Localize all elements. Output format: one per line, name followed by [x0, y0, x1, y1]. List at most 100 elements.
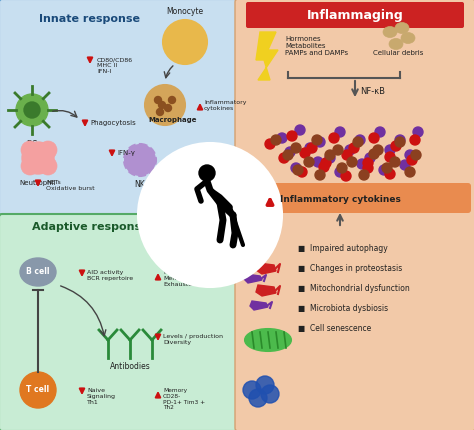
Text: Antibodies: Antibodies — [109, 362, 150, 371]
Circle shape — [138, 143, 282, 287]
Circle shape — [158, 101, 165, 108]
Circle shape — [353, 137, 363, 147]
Circle shape — [385, 169, 395, 179]
FancyBboxPatch shape — [0, 0, 239, 218]
Text: T cell: T cell — [27, 386, 50, 394]
Circle shape — [163, 20, 207, 64]
Ellipse shape — [245, 329, 291, 351]
Circle shape — [164, 104, 172, 111]
Circle shape — [325, 150, 335, 160]
Circle shape — [313, 157, 323, 167]
Circle shape — [369, 133, 379, 143]
Circle shape — [319, 162, 329, 172]
Circle shape — [305, 143, 315, 153]
Circle shape — [295, 125, 305, 135]
Circle shape — [265, 139, 275, 149]
Text: Levels / production
Diversity: Levels / production Diversity — [163, 334, 223, 345]
Circle shape — [283, 150, 293, 160]
Text: CD80/CD86
MHC II
IFN-I: CD80/CD86 MHC II IFN-I — [97, 57, 133, 74]
Circle shape — [315, 137, 325, 147]
Polygon shape — [256, 32, 278, 80]
Circle shape — [124, 144, 156, 176]
Circle shape — [333, 145, 343, 155]
Text: Inflammatory
cytokines: Inflammatory cytokines — [204, 100, 246, 111]
FancyBboxPatch shape — [235, 0, 474, 430]
Circle shape — [291, 163, 301, 173]
Polygon shape — [256, 285, 276, 296]
Circle shape — [321, 158, 331, 168]
Circle shape — [155, 96, 162, 104]
Circle shape — [304, 157, 314, 167]
Circle shape — [293, 165, 303, 175]
Circle shape — [365, 153, 375, 163]
Circle shape — [390, 157, 400, 167]
Text: ■  Impaired autophagy: ■ Impaired autophagy — [298, 244, 388, 253]
Text: B cell: B cell — [26, 267, 50, 276]
Text: Phagocytosis: Phagocytosis — [90, 120, 136, 126]
Text: IFN-γ: IFN-γ — [117, 150, 135, 156]
Circle shape — [373, 145, 383, 155]
Circle shape — [407, 155, 417, 165]
Circle shape — [243, 381, 261, 399]
Text: ■  Cell senescence: ■ Cell senescence — [298, 324, 371, 333]
Circle shape — [168, 96, 175, 104]
Circle shape — [385, 145, 395, 155]
Ellipse shape — [389, 39, 403, 49]
Circle shape — [369, 149, 379, 159]
Circle shape — [315, 170, 325, 180]
Circle shape — [385, 152, 395, 162]
Circle shape — [285, 147, 295, 157]
Circle shape — [335, 167, 345, 177]
Circle shape — [22, 142, 54, 174]
Circle shape — [287, 131, 297, 141]
Circle shape — [363, 158, 373, 168]
Circle shape — [325, 153, 335, 163]
Circle shape — [20, 372, 56, 408]
Text: ■  Microbiota dysbiosis: ■ Microbiota dysbiosis — [298, 304, 388, 313]
Circle shape — [39, 141, 57, 159]
Circle shape — [145, 85, 185, 125]
Ellipse shape — [20, 258, 56, 286]
Circle shape — [379, 165, 389, 175]
Polygon shape — [244, 274, 262, 283]
Text: Macrophage: Macrophage — [149, 117, 197, 123]
Text: NK: NK — [135, 180, 146, 189]
Circle shape — [382, 163, 392, 173]
Text: Naive
Memory
Exhausted: Naive Memory Exhausted — [163, 270, 196, 287]
Circle shape — [39, 157, 57, 175]
Circle shape — [357, 159, 367, 169]
Ellipse shape — [383, 27, 397, 37]
Circle shape — [405, 167, 415, 177]
Text: Naive
Signaling
Th1: Naive Signaling Th1 — [87, 388, 116, 405]
Circle shape — [400, 160, 410, 170]
Circle shape — [199, 165, 215, 181]
Circle shape — [271, 135, 281, 145]
Circle shape — [329, 133, 339, 143]
Circle shape — [156, 108, 164, 116]
Circle shape — [363, 163, 373, 173]
Ellipse shape — [395, 22, 409, 34]
FancyBboxPatch shape — [246, 2, 464, 28]
Text: NF-κB: NF-κB — [360, 87, 385, 96]
Text: NETs
Oxidative burst: NETs Oxidative burst — [46, 180, 95, 191]
Circle shape — [335, 127, 345, 137]
Circle shape — [24, 102, 40, 118]
Circle shape — [395, 135, 405, 145]
Polygon shape — [250, 301, 268, 310]
Circle shape — [355, 135, 365, 145]
Circle shape — [337, 163, 347, 173]
Text: Neutrophil: Neutrophil — [20, 180, 56, 186]
Text: ■  Changes in proteostasis: ■ Changes in proteostasis — [298, 264, 402, 273]
Text: DC: DC — [27, 140, 37, 149]
Text: Inflammatory cytokines: Inflammatory cytokines — [280, 194, 401, 203]
Ellipse shape — [401, 33, 415, 43]
Circle shape — [307, 143, 317, 153]
Circle shape — [277, 133, 287, 143]
Circle shape — [410, 135, 420, 145]
Text: Inflammaging: Inflammaging — [307, 9, 403, 22]
Circle shape — [21, 141, 39, 159]
Circle shape — [291, 143, 301, 153]
Circle shape — [279, 153, 289, 163]
Circle shape — [261, 385, 279, 403]
Text: ■  Mitochondrial dysfunction: ■ Mitochondrial dysfunction — [298, 284, 410, 293]
